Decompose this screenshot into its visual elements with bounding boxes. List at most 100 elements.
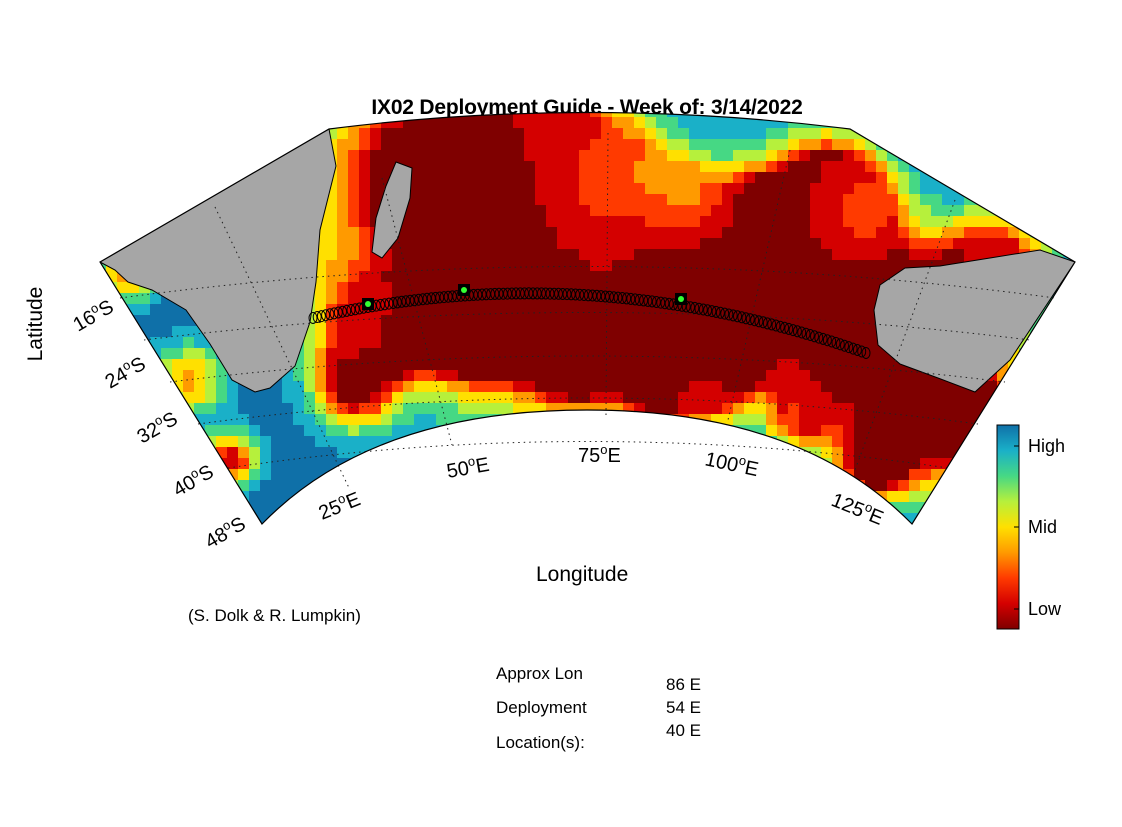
track-point (443, 290, 453, 303)
track-point (698, 303, 708, 316)
track-point (554, 287, 563, 300)
australia-landmass (873, 249, 1075, 393)
track-point (376, 298, 385, 311)
track-point (333, 306, 343, 319)
track-point (814, 331, 824, 344)
track-point (346, 304, 356, 316)
track-point (831, 336, 841, 349)
colorbar-high-label: High (1028, 436, 1066, 456)
track-point (762, 317, 772, 330)
track-point (810, 330, 819, 343)
track-point (566, 288, 576, 301)
map-title: IX02 Deployment Guide - Week of: 3/14/20… (371, 96, 803, 119)
lat-tick-32s: 32oS (132, 405, 182, 448)
track-point (840, 339, 849, 352)
track-point (664, 297, 674, 310)
track-point (473, 288, 483, 301)
track-point (848, 342, 858, 355)
track-point (651, 296, 661, 308)
madagascar-landmass (371, 161, 413, 259)
xbt-track (308, 287, 871, 359)
track-point (431, 291, 440, 304)
track-point (422, 292, 432, 305)
track-point (733, 310, 742, 323)
track-point (515, 287, 525, 300)
track-point (321, 309, 331, 322)
track-point (801, 327, 811, 340)
track-point (329, 307, 339, 320)
longitude-tick-labels: 25oE 50oE 75oE 100oE 125oE (316, 442, 887, 530)
deployment-lon-2: 54 E (666, 698, 701, 717)
track-point (549, 287, 559, 300)
colorbar (996, 424, 1020, 630)
track-point (308, 312, 318, 324)
track-point (784, 322, 794, 335)
africa-landmass (100, 128, 337, 393)
track-point (754, 315, 764, 328)
x-axis-label: Longitude (536, 563, 629, 586)
track-point (771, 319, 781, 332)
track-point (643, 294, 653, 307)
track-point (405, 294, 415, 307)
track-point (660, 297, 670, 310)
track-point (435, 291, 445, 304)
track-point (728, 309, 738, 322)
track-point (498, 287, 508, 300)
track-point (545, 287, 555, 300)
credit-text: (S. Dolk & R. Lumpkin) (188, 606, 361, 625)
track-point (690, 301, 700, 314)
colorbar-mid-label: Mid (1028, 517, 1058, 537)
track-point (715, 306, 725, 319)
track-point (780, 321, 790, 334)
track-point (861, 347, 871, 359)
track-point (312, 311, 322, 323)
track-point (579, 289, 589, 301)
track-point (575, 288, 585, 301)
track-point (541, 287, 551, 300)
track-point (852, 344, 862, 356)
track-point (767, 318, 777, 331)
colorbar-low-label: Low (1028, 599, 1062, 619)
track-point (741, 312, 751, 325)
track-point (350, 303, 360, 316)
track-point (571, 288, 580, 301)
track-point (703, 304, 713, 317)
track-point (711, 305, 721, 318)
track-point (622, 292, 632, 305)
lat-tick-48s: 48oS (200, 510, 250, 553)
track-point (503, 287, 512, 300)
track-point (392, 296, 402, 309)
track-point (656, 296, 666, 309)
track-point (634, 293, 644, 306)
track-point (707, 305, 717, 318)
lat-tick-24s: 24oS (100, 350, 150, 393)
track-point (562, 288, 572, 301)
track-point (720, 307, 730, 320)
track-point (694, 302, 704, 315)
track-point (583, 289, 593, 302)
track-point (388, 297, 398, 309)
track-point (827, 335, 837, 348)
track-point (835, 338, 845, 351)
track-point (477, 288, 487, 301)
info-label-approx-lon: Approx Lon (496, 664, 583, 683)
track-point (613, 291, 623, 304)
track-point (507, 287, 517, 300)
track-point (686, 301, 695, 314)
lat-tick-40s: 40oS (168, 458, 218, 501)
track-point (797, 326, 807, 339)
track-point (490, 287, 500, 300)
track-point (409, 294, 419, 307)
track-point (609, 291, 619, 304)
track-point (532, 287, 542, 300)
track-point (325, 308, 335, 321)
lon-tick-75e: 75oE (578, 442, 621, 467)
info-label-deployment: Deployment (496, 698, 587, 717)
track-point (338, 305, 347, 318)
track-point (380, 298, 390, 311)
track-point (617, 292, 627, 304)
deployment-lon-3: 40 E (666, 721, 701, 740)
track-point (788, 324, 798, 337)
deployment-markers (362, 284, 687, 310)
